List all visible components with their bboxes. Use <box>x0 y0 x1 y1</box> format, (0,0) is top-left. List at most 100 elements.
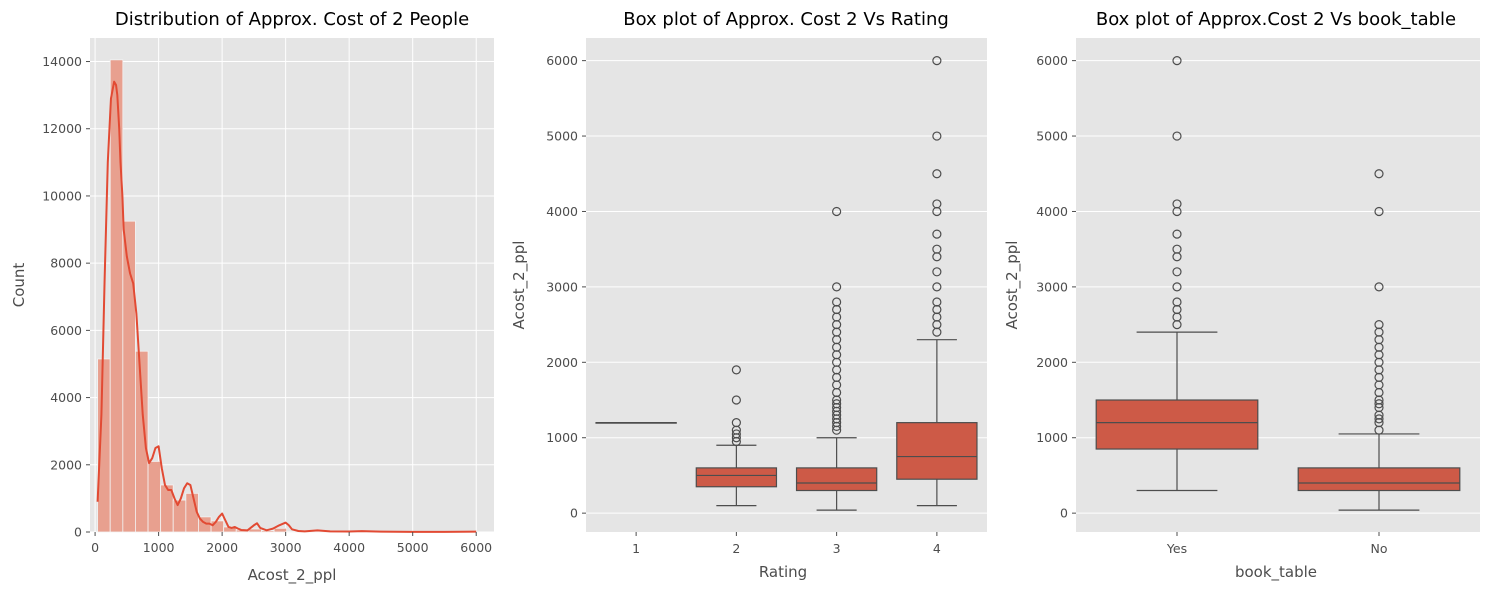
y-tick-label: 5000 <box>1036 129 1068 144</box>
iqr-box <box>896 422 978 480</box>
y-tick-label: 5000 <box>546 129 578 144</box>
histogram-bar <box>109 59 124 533</box>
histogram-y-ticks: 0 2000 4000 6000 8000 10000 12000 14000 <box>42 54 90 540</box>
histogram-bar <box>273 527 288 533</box>
outlier-point <box>932 244 942 254</box>
outlier-point <box>1172 282 1182 292</box>
y-tick-label: 1000 <box>546 430 578 445</box>
box-No <box>1297 169 1461 511</box>
rating-boxplot-panel: 1 2 3 4 0 1000 2000 3000 4000 5000 6000 Box plot … <box>510 9 987 581</box>
y-tick-label: 8000 <box>50 256 82 271</box>
y-tick-label: 1000 <box>1036 430 1068 445</box>
outlier-point <box>832 282 842 292</box>
outlier-point <box>1172 244 1182 254</box>
histogram-x-axis-label: Acost_2_ppl <box>248 566 337 585</box>
iqr-box <box>795 467 878 492</box>
outlier-point <box>832 297 842 307</box>
iqr-box <box>1095 399 1259 450</box>
outlier-point <box>932 131 942 141</box>
y-tick-label: 0 <box>74 525 82 540</box>
outlier-point <box>1374 399 1384 409</box>
iqr-box <box>695 467 778 488</box>
histogram-gridlines <box>90 38 494 533</box>
box-2 <box>695 365 778 507</box>
outlier-point <box>832 399 842 409</box>
outlier-point <box>1172 267 1182 277</box>
kde-curve <box>96 80 477 533</box>
y-tick-label: 2000 <box>546 355 578 370</box>
y-tick-label: 6000 <box>50 323 82 338</box>
y-tick-label: 6000 <box>546 53 578 68</box>
outlier-point <box>1172 131 1182 141</box>
y-tick-label: 3000 <box>546 279 578 294</box>
outlier-point <box>1374 169 1384 179</box>
rating-x-axis-label: Rating <box>759 563 807 581</box>
box-4 <box>896 56 978 507</box>
outlier-point <box>731 365 741 375</box>
book-table-boxes <box>1095 56 1461 511</box>
outlier-point <box>1374 282 1384 292</box>
y-tick-label: 4000 <box>50 390 82 405</box>
x-tick-label: 3000 <box>270 540 302 555</box>
outlier-point <box>731 418 741 428</box>
outlier-point <box>1172 199 1182 209</box>
outlier-point <box>932 199 942 209</box>
x-tick-label: 4000 <box>333 540 365 555</box>
y-tick-label: 0 <box>1060 506 1068 521</box>
y-tick-label: 0 <box>570 506 578 521</box>
outlier-point <box>1172 229 1182 239</box>
book-table-boxplot-panel: Yes No 0 1000 2000 3000 4000 5000 6000 Box plot… <box>1003 9 1480 582</box>
x-tick-label: 6000 <box>460 540 492 555</box>
rating-boxplot-title: Box plot of Approx. Cost 2 Vs Rating <box>623 9 949 30</box>
histogram-y-axis-label: Count <box>10 263 28 308</box>
box-1 <box>595 422 677 424</box>
histogram-bar <box>147 461 162 533</box>
rating-x-ticks: 1 2 3 4 <box>632 532 941 556</box>
y-tick-label: 4000 <box>546 204 578 219</box>
outlier-point <box>731 429 741 439</box>
box-3 <box>795 206 878 511</box>
outlier-point <box>932 297 942 307</box>
outlier-point <box>731 395 741 405</box>
book-table-boxplot-plot-area <box>1076 38 1480 532</box>
outlier-point <box>1374 319 1384 330</box>
outlier-point <box>932 56 942 66</box>
category-label: 1 <box>632 541 640 556</box>
outlier-point <box>1374 206 1384 217</box>
y-tick-label: 2000 <box>50 457 82 472</box>
rating-y-ticks: 0 1000 2000 3000 4000 5000 6000 <box>546 53 586 521</box>
iqr-box <box>1297 467 1461 492</box>
outlier-point <box>832 206 842 217</box>
histogram-bars <box>97 59 477 533</box>
y-tick-label: 6000 <box>1036 53 1068 68</box>
category-label: 4 <box>933 541 941 556</box>
x-tick-label: 0 <box>91 540 99 555</box>
histogram-plot-area <box>90 38 494 532</box>
outlier-point <box>932 282 942 292</box>
book-table-y-axis-label: Acost_2_ppl <box>1003 241 1022 330</box>
x-tick-label: 1000 <box>143 540 175 555</box>
histogram-x-ticks: 0 1000 2000 3000 4000 5000 6000 <box>91 532 492 555</box>
category-label: No <box>1371 541 1388 556</box>
y-tick-label: 12000 <box>42 121 82 136</box>
kde-line <box>96 80 477 533</box>
histogram-bar <box>172 499 187 533</box>
outlier-point <box>1172 297 1182 307</box>
histogram-panel: 0 1000 2000 3000 4000 5000 6000 0 2000 4000 6000 8… <box>10 9 494 585</box>
x-tick-label: 5000 <box>397 540 429 555</box>
book-table-y-ticks: 0 1000 2000 3000 4000 5000 6000 <box>1036 53 1076 521</box>
y-tick-label: 4000 <box>1036 204 1068 219</box>
x-tick-label: 2000 <box>206 540 238 555</box>
book-table-boxplot-title: Box plot of Approx.Cost 2 Vs book_table <box>1096 9 1456 30</box>
book-table-x-axis-label: book_table <box>1235 563 1317 582</box>
histogram-title: Distribution of Approx. Cost of 2 People <box>115 9 469 30</box>
box-Yes <box>1095 56 1259 492</box>
outlier-point <box>932 267 942 277</box>
y-tick-label: 3000 <box>1036 279 1068 294</box>
rating-boxes <box>595 56 978 511</box>
histogram-bar <box>210 520 225 533</box>
histogram-bar <box>248 528 262 533</box>
y-tick-label: 14000 <box>42 54 82 69</box>
category-label: 2 <box>732 541 740 556</box>
